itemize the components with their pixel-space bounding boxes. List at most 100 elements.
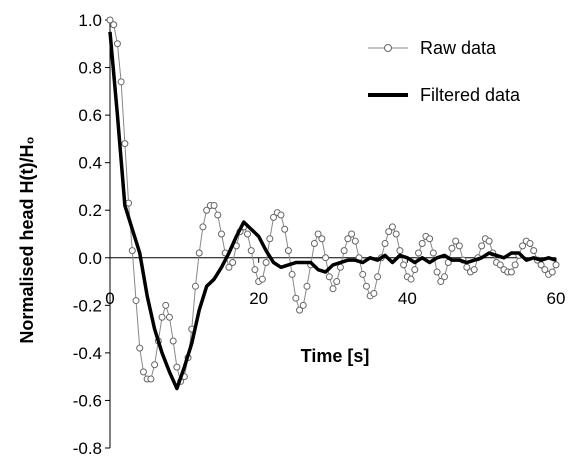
raw-data-point bbox=[437, 278, 445, 286]
raw-data-point bbox=[169, 337, 177, 345]
y-ticks: 1.0 0.8 0.6 0.4 0.2 0.0 -0.2 -0.4 -0.6 -0.8 bbox=[73, 11, 110, 458]
raw-data-point bbox=[199, 223, 207, 231]
raw-data-point bbox=[362, 282, 370, 290]
raw-data-point bbox=[121, 140, 129, 148]
raw-data-point bbox=[218, 230, 225, 238]
raw-data-point bbox=[530, 247, 538, 255]
raw-data-point bbox=[418, 240, 426, 248]
series-raw-data bbox=[106, 16, 560, 385]
raw-data-point bbox=[429, 249, 437, 257]
raw-data-point bbox=[151, 361, 159, 369]
y-tick-label: -0.8 bbox=[73, 439, 102, 458]
raw-data-point bbox=[519, 242, 527, 250]
raw-data-point bbox=[210, 201, 218, 209]
raw-data-point bbox=[147, 375, 155, 383]
raw-data-point bbox=[381, 240, 389, 248]
x-tick-label: 20 bbox=[249, 289, 268, 308]
raw-data-point bbox=[284, 247, 292, 255]
raw-data-point bbox=[314, 230, 322, 238]
filtered-data-line bbox=[108, 31, 557, 391]
raw-data-point bbox=[359, 270, 367, 278]
raw-data-point bbox=[348, 230, 356, 238]
raw-data-point bbox=[455, 242, 463, 250]
y-tick-label: -0.6 bbox=[73, 391, 102, 410]
raw-data-point bbox=[162, 301, 170, 309]
legend-label-raw-data: Raw data bbox=[420, 38, 497, 58]
raw-data-point bbox=[310, 240, 318, 248]
raw-data-point bbox=[511, 261, 519, 269]
raw-data-point bbox=[262, 259, 270, 267]
raw-data-point bbox=[370, 289, 378, 297]
raw-data-point bbox=[277, 211, 285, 219]
raw-data-point bbox=[136, 344, 144, 352]
y-tick-label: 0.6 bbox=[78, 106, 102, 125]
raw-data-point bbox=[433, 268, 441, 276]
raw-data-point bbox=[139, 368, 147, 376]
raw-data-point bbox=[448, 244, 456, 252]
raw-data-point bbox=[303, 282, 311, 290]
raw-data-point bbox=[322, 254, 330, 262]
raw-data-point bbox=[526, 240, 534, 248]
legend-label-filtered-data: Filtered data bbox=[420, 85, 521, 105]
raw-data-point bbox=[266, 235, 274, 243]
raw-data-point bbox=[541, 266, 549, 274]
raw-data-point bbox=[318, 235, 326, 243]
raw-data-point bbox=[552, 261, 560, 269]
raw-data-point bbox=[411, 266, 419, 274]
x-tick-label: 60 bbox=[547, 289, 566, 308]
raw-data-point bbox=[507, 268, 515, 276]
raw-data-point bbox=[351, 237, 359, 245]
raw-data-point bbox=[385, 228, 393, 236]
raw-data-point bbox=[288, 270, 296, 278]
y-tick-label: 0.2 bbox=[78, 201, 102, 220]
x-ticks: 0 20 40 60 bbox=[105, 257, 566, 308]
raw-data-point bbox=[258, 275, 266, 283]
raw-data-point bbox=[165, 313, 173, 321]
raw-data-point bbox=[426, 235, 434, 243]
raw-data-point bbox=[344, 235, 352, 243]
raw-data-point bbox=[296, 306, 304, 314]
raw-data-point bbox=[292, 294, 300, 302]
x-axis-title: Time [s] bbox=[301, 346, 370, 366]
raw-data-point bbox=[407, 275, 415, 283]
raw-data-point bbox=[396, 247, 404, 255]
raw-data-point bbox=[281, 225, 289, 233]
legend-item-filtered-data: Filtered data bbox=[368, 85, 521, 105]
raw-data-point bbox=[336, 263, 344, 271]
raw-data-point bbox=[333, 278, 341, 286]
x-tick-label: 40 bbox=[398, 289, 417, 308]
y-tick-label: -0.2 bbox=[73, 296, 102, 315]
raw-data-point bbox=[441, 273, 448, 281]
y-tick-label: -0.4 bbox=[73, 344, 102, 363]
raw-data-point bbox=[110, 21, 118, 29]
raw-data-point bbox=[113, 40, 121, 48]
y-axis-title: Normalised head H(t)/H₀ bbox=[17, 136, 37, 343]
raw-data-point bbox=[463, 263, 471, 271]
raw-data-point bbox=[173, 363, 181, 371]
raw-data-point bbox=[414, 249, 422, 257]
raw-data-point bbox=[548, 268, 556, 276]
raw-data-point bbox=[214, 211, 222, 219]
legend-swatch-raw-marker bbox=[384, 44, 392, 52]
raw-data-point bbox=[340, 247, 348, 255]
raw-data-point bbox=[225, 263, 233, 271]
y-tick-label: 0.0 bbox=[78, 249, 102, 268]
raw-data-point bbox=[158, 313, 166, 321]
raw-data-point bbox=[247, 247, 255, 255]
legend-item-raw-data: Raw data bbox=[368, 38, 497, 58]
x-tick-label: 0 bbox=[105, 289, 114, 308]
raw-data-point bbox=[374, 273, 382, 281]
raw-data-point bbox=[244, 230, 252, 238]
raw-data-point bbox=[117, 78, 125, 86]
raw-data-point bbox=[392, 230, 400, 238]
raw-data-point bbox=[537, 261, 545, 269]
raw-data-point bbox=[329, 285, 337, 293]
raw-data-point bbox=[485, 237, 493, 245]
series-filtered-data bbox=[108, 31, 557, 391]
raw-data-point bbox=[203, 206, 211, 214]
y-tick-label: 0.8 bbox=[78, 59, 102, 78]
y-tick-label: 0.4 bbox=[78, 154, 102, 173]
raw-data-point bbox=[470, 266, 478, 274]
legend: Raw data Filtered data bbox=[368, 38, 521, 105]
